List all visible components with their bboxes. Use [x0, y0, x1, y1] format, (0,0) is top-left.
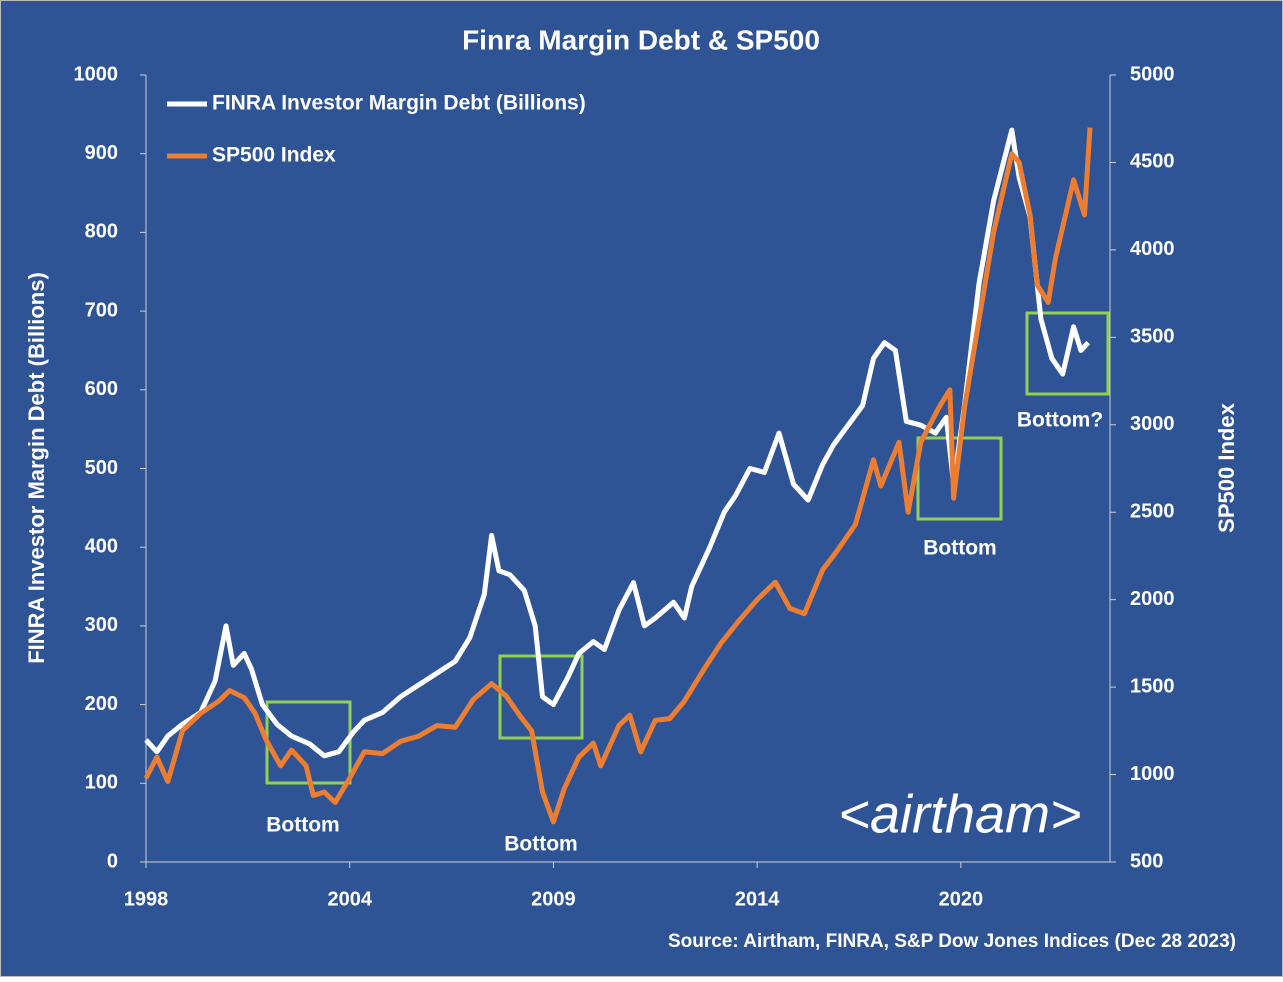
box: [498, 654, 584, 740]
y2-tick-label: 4500: [1130, 151, 1175, 173]
series-line: [143, 127, 1093, 825]
y-tick-label: 600: [85, 378, 118, 400]
y-axis-title: FINRA Investor Margin Debt (Billions): [24, 272, 49, 664]
legend-label: FINRA Investor Margin Debt (Billions): [212, 92, 586, 115]
x-tick-label: 1998: [124, 888, 169, 910]
x-tick-label: 2014: [735, 888, 780, 910]
watermark: <airtham>: [838, 784, 1081, 844]
legend-label: SP500 Index: [212, 144, 336, 167]
annotation: Bottom: [504, 833, 577, 856]
y-tick-label: 800: [85, 221, 118, 243]
x-tick-label: 2020: [939, 888, 984, 910]
y2-tick-label: 1000: [1130, 763, 1175, 785]
y2-tick-label: 3000: [1130, 413, 1175, 435]
y2-tick-label: 4000: [1130, 238, 1175, 260]
y-tick-label: 300: [85, 614, 118, 636]
y2-tick-label: 2000: [1130, 588, 1175, 610]
x-tick-label: 2004: [327, 888, 372, 910]
y-tick-label: 0: [107, 850, 118, 872]
y-tick-label: 200: [85, 693, 118, 715]
y2-tick-label: 1500: [1130, 675, 1175, 697]
y-tick-label: 500: [85, 457, 118, 479]
source: Source: Airtham, FINRA, S&P Dow Jones In…: [668, 931, 1236, 952]
y-tick-label: 100: [85, 772, 118, 794]
annotation: Bottom: [923, 537, 996, 560]
y2-tick-label: 3500: [1130, 326, 1175, 348]
y2-tick-label: 2500: [1130, 501, 1175, 523]
annotation: Bottom?: [1017, 409, 1103, 432]
y-tick-label: 1000: [74, 63, 119, 85]
box: [1025, 311, 1110, 396]
y-tick-label: 900: [85, 142, 118, 164]
y-tick-label: 700: [85, 299, 118, 321]
y2-tick-label: 500: [1130, 850, 1163, 872]
x-tick-label: 2009: [531, 888, 576, 910]
y-tick-label: 400: [85, 535, 118, 557]
y2-tick-label: 5000: [1130, 63, 1175, 85]
y2-axis-title: SP500 Index: [1214, 402, 1239, 532]
chart-title: Finra Margin Debt & SP500: [462, 24, 820, 55]
annotation: Bottom: [266, 814, 339, 837]
